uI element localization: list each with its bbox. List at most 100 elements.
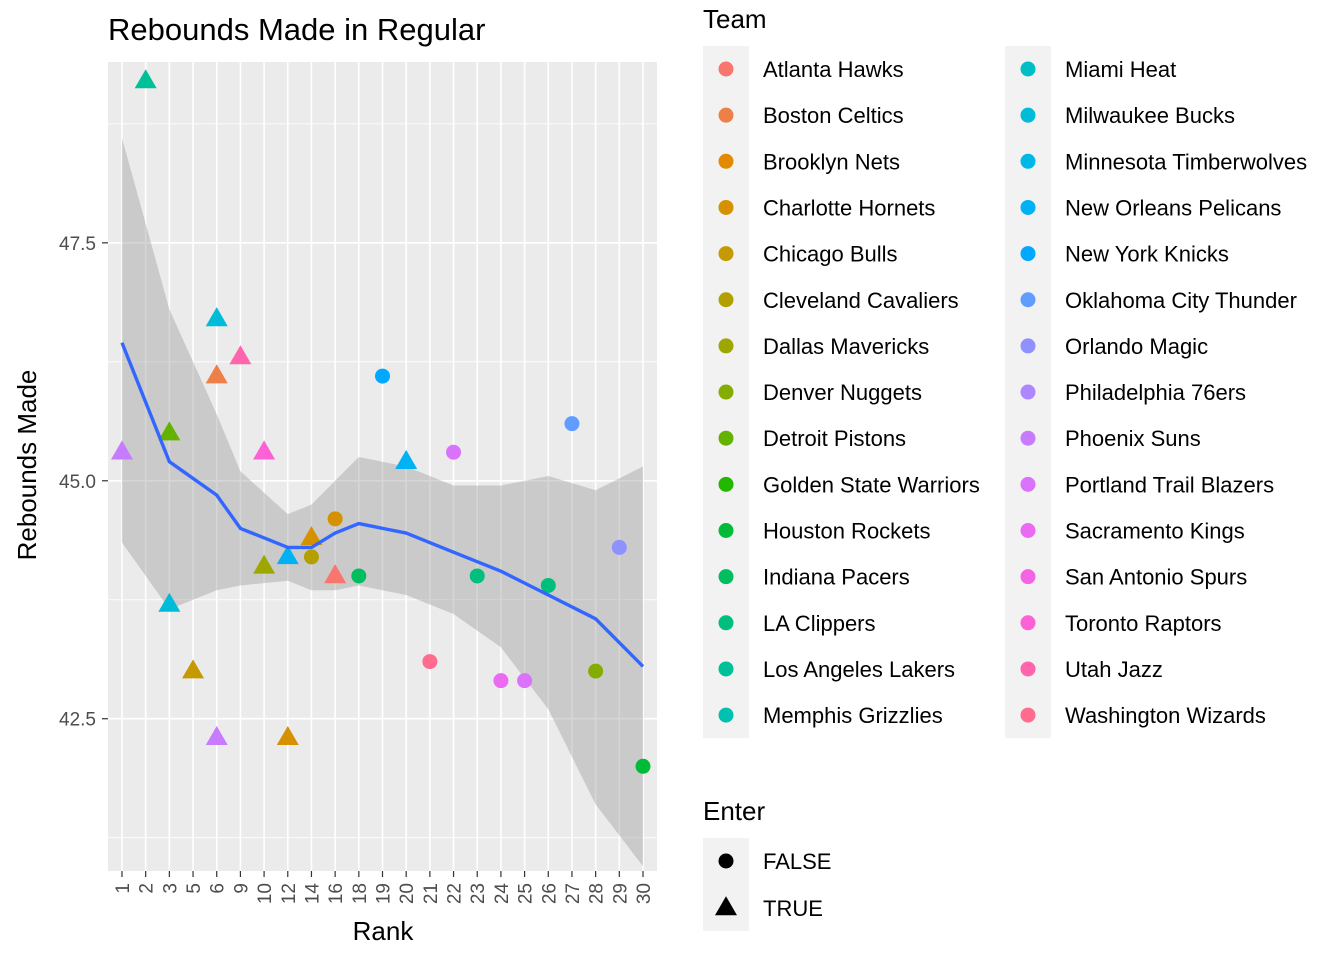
data-point-triangle <box>300 526 323 546</box>
legend-key-background <box>703 838 749 931</box>
data-point-triangle <box>205 725 228 745</box>
x-tick-label: 28 <box>587 883 608 904</box>
data-point-triangle <box>205 364 228 384</box>
legend-key-swatch <box>1020 661 1036 677</box>
x-tick-label: 18 <box>350 883 371 904</box>
legend-label: San Antonio Spurs <box>1065 565 1247 590</box>
data-point-circle <box>469 568 485 584</box>
legend-label: Philadelphia 76ers <box>1065 380 1246 405</box>
legend-key-swatch <box>1020 569 1036 585</box>
data-point-circle <box>635 758 651 774</box>
data-point-triangle <box>111 440 133 460</box>
legend-key-swatch <box>718 661 734 677</box>
legend-label: LA Clippers <box>763 611 876 636</box>
legend-label: Utah Jazz <box>1065 657 1163 682</box>
x-tick-label: 29 <box>610 883 631 904</box>
data-point-triangle <box>324 564 347 584</box>
data-point-circle <box>446 444 462 460</box>
x-tick-label: 26 <box>539 883 560 904</box>
x-tick-label: 27 <box>563 883 584 904</box>
legend-label: Milwaukee Bucks <box>1065 103 1235 128</box>
legend-key-swatch <box>1020 246 1036 262</box>
legend-key-circle <box>718 853 734 869</box>
legend-label: Brooklyn Nets <box>763 149 900 174</box>
legend-label: Indiana Pacers <box>763 565 910 590</box>
confidence-band <box>122 138 643 867</box>
x-tick-label: 1 <box>113 883 134 894</box>
data-point-triangle <box>134 69 157 89</box>
enter-legend: FALSE TRUE <box>703 838 831 931</box>
legend-key-swatch <box>718 292 734 308</box>
legend-key-swatch <box>718 569 734 585</box>
legend-key-swatch <box>718 430 734 446</box>
x-axis-title: Rank <box>353 916 415 946</box>
y-axis-title: Rebounds Made <box>12 370 42 561</box>
y-tick-label: 47.5 <box>59 234 96 255</box>
data-point-circle <box>375 368 390 384</box>
legend-key-swatch <box>1020 615 1036 631</box>
team-legend-title: Team <box>703 4 767 34</box>
legend-label: Houston Rockets <box>763 519 931 544</box>
legend-key-swatch <box>1020 292 1036 308</box>
x-tick-label: 14 <box>302 883 323 905</box>
legend-key-swatch <box>1020 384 1036 400</box>
x-tick-label: 2 <box>137 883 158 894</box>
x-tick-label: 9 <box>231 883 252 894</box>
legend-key-swatch <box>1020 338 1036 354</box>
data-point-triangle <box>395 449 418 469</box>
x-tick-label: 22 <box>445 883 466 904</box>
legend-key-swatch <box>718 384 734 400</box>
legend-label: Sacramento Kings <box>1065 519 1245 544</box>
data-point-circle <box>564 416 580 432</box>
legend-label: Atlanta Hawks <box>763 57 904 82</box>
x-tick-label: 25 <box>516 883 537 904</box>
legend-key-swatch <box>718 199 734 215</box>
legend-label: Detroit Pistons <box>763 426 906 451</box>
enter-legend-title: Enter <box>703 796 765 826</box>
chart-title: Rebounds Made in Regular <box>108 12 485 47</box>
x-tick-label: 21 <box>421 883 442 904</box>
legend-key-swatch <box>1020 476 1036 492</box>
legend-label: Dallas Mavericks <box>763 334 929 359</box>
legend-key-swatch <box>718 338 734 354</box>
legend-key-swatch <box>718 707 734 723</box>
legend-label: New York Knicks <box>1065 242 1229 267</box>
legend-key-swatch <box>1020 107 1036 123</box>
legend-label: Charlotte Hornets <box>763 195 935 220</box>
data-point-circle <box>422 654 438 670</box>
legend-key-swatch <box>1020 523 1036 538</box>
legend-label: Orlando Magic <box>1065 334 1208 359</box>
legend-label: Phoenix Suns <box>1065 426 1201 451</box>
legend-key-swatch <box>1020 430 1036 446</box>
legend-label: TRUE <box>763 896 823 921</box>
legend-label: FALSE <box>763 849 831 874</box>
legend-label: Los Angeles Lakers <box>763 657 955 682</box>
legend-key-swatch <box>1020 707 1036 723</box>
smooth-line <box>120 342 645 668</box>
x-tick-label: 16 <box>326 883 347 904</box>
data-point-triangle <box>276 725 299 745</box>
legend-key-swatch <box>718 476 734 492</box>
data-point-triangle <box>158 421 181 441</box>
data-point-circle <box>493 673 509 689</box>
legend-key-swatch <box>1020 199 1036 215</box>
x-tick-label: 30 <box>634 883 655 904</box>
data-point-triangle <box>182 659 205 679</box>
data-point-triangle <box>276 545 299 565</box>
plot-area: 42.545.047.51 2 3 5 6 9 10 12 14 16 18 19 20 21 22 23 24… <box>59 62 657 904</box>
legend-key-swatch <box>718 615 734 631</box>
legend-label: Minnesota Timberwolves <box>1065 149 1307 174</box>
x-tick-label: 19 <box>374 883 395 904</box>
data-point-triangle <box>253 440 276 460</box>
x-tick-label: 20 <box>397 883 418 904</box>
legend-label: Boston Celtics <box>763 103 904 128</box>
legend-label: Toronto Raptors <box>1065 611 1222 636</box>
legend-label: Denver Nuggets <box>763 380 922 405</box>
y-tick-label: 45.0 <box>59 472 96 493</box>
x-tick-label: 5 <box>184 883 205 894</box>
data-point-circle <box>517 673 533 689</box>
legend-label: Miami Heat <box>1065 57 1176 82</box>
x-tick-label: 6 <box>208 883 229 894</box>
legend-label: Memphis Grizzlies <box>763 703 943 728</box>
